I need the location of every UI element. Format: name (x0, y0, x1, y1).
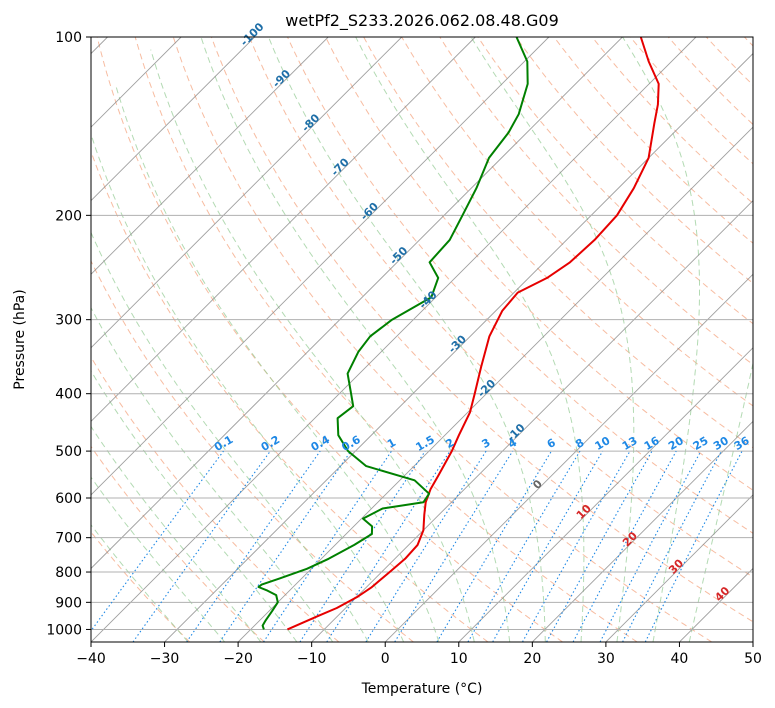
x-tick-label: −40 (76, 651, 106, 667)
mixing-ratio-line (91, 450, 224, 632)
moist-adiabat (355, 37, 585, 642)
dry-adiabat (248, 37, 753, 578)
moist-adiabat (91, 425, 262, 642)
dry-adiabat (325, 37, 753, 491)
moist-adiabat (91, 132, 405, 642)
isotherm (532, 420, 753, 642)
dry-adiabat (287, 37, 753, 534)
isotherm (752, 641, 753, 642)
y-tick-label: 300 (55, 313, 82, 329)
isotherm (91, 37, 697, 642)
dry-adiabat (172, 37, 713, 642)
moist-adiabat (622, 37, 700, 642)
isotherm (91, 37, 476, 422)
moist-adiabat (688, 361, 753, 642)
chart-title: wetPf2_S233.2026.062.08.48.G09 (285, 11, 559, 31)
mixing-ratio-line (522, 450, 631, 642)
y-tick-label: 100 (55, 30, 82, 46)
y-tick-label: 800 (55, 565, 82, 581)
isotherm (91, 37, 623, 570)
x-tick-label: 40 (671, 651, 689, 667)
mixing-ratio-line (644, 450, 743, 642)
background-lines (91, 37, 753, 642)
plot-background (91, 37, 753, 642)
moist-adiabat (91, 476, 225, 642)
mixing-ratio-line (572, 450, 677, 642)
moist-adiabat (114, 83, 440, 642)
y-tick-label: 400 (55, 387, 82, 403)
x-tick-label: 0 (381, 651, 390, 667)
axes: −40 −30 −20 −10 0 10 20 30 40 50 100 200 300 400 500 60… (46, 30, 762, 667)
isotherm (605, 494, 753, 642)
dry-adiabat (210, 37, 753, 623)
x-axis-title: Temperature (°C) (361, 681, 483, 697)
x-tick-label: 30 (597, 651, 615, 667)
dry-adiabat (91, 356, 340, 642)
dry-adiabat (134, 37, 638, 642)
y-tick-label: 900 (55, 595, 82, 611)
x-tick-label: 10 (450, 651, 468, 667)
mixing-ratio-line (394, 450, 514, 642)
x-tick-label: 20 (523, 651, 541, 667)
y-axis-title: Pressure (hPa) (12, 289, 28, 389)
mixing-ratio-line (132, 450, 271, 642)
dewpoint-profile-line (257, 37, 529, 630)
isotherm (237, 126, 753, 642)
mixing-ratio-line (299, 450, 426, 642)
x-tick-label: −10 (297, 651, 327, 667)
temperature-profile-line (286, 37, 660, 631)
y-tick-label: 600 (55, 491, 82, 507)
isotherm (91, 37, 329, 275)
x-tick-label: 50 (744, 651, 762, 667)
isotherm (91, 37, 255, 202)
mixing-ratio-line (326, 450, 451, 642)
plot-frame (90, 36, 754, 643)
dry-adiabat (515, 37, 753, 284)
x-tick-label: −20 (223, 651, 253, 667)
moist-adiabat (268, 37, 546, 642)
dry-adiabat (91, 445, 265, 642)
x-tick-label: −30 (150, 651, 180, 667)
isotherm (384, 273, 753, 642)
mixing-ratio-line (219, 450, 352, 642)
isotherm (91, 37, 403, 349)
y-tick-label: 1000 (46, 622, 82, 638)
moist-adiabat (150, 49, 475, 642)
moist-adiabat (200, 37, 511, 642)
dry-adiabat (91, 259, 414, 642)
mixing-ratio-line (263, 450, 392, 642)
isotherm (164, 52, 753, 642)
isotherm (311, 200, 753, 642)
isotherm (458, 347, 753, 642)
mixing-ratio-line (186, 450, 321, 642)
dry-adiabat (96, 37, 563, 642)
y-tick-label: 700 (55, 531, 82, 547)
mixing-ratio-line (546, 450, 653, 642)
y-tick-label: 200 (55, 208, 82, 224)
isotherm (91, 37, 550, 496)
profile-lines (257, 37, 660, 631)
y-tick-label: 500 (55, 444, 82, 460)
